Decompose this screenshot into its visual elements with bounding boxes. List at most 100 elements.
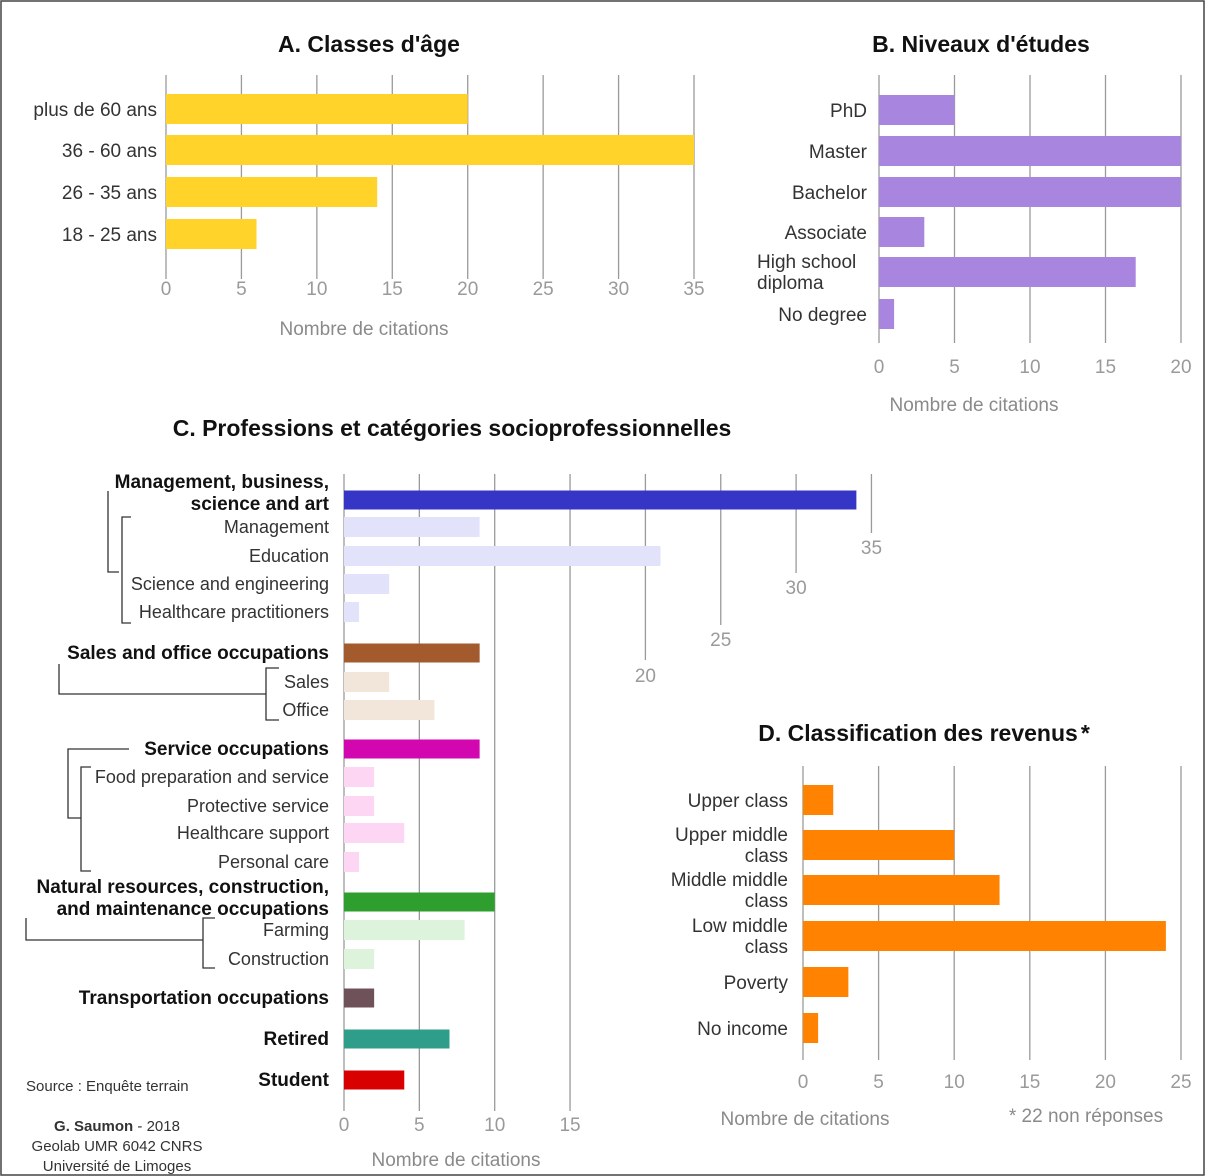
x-tick-label: 20 <box>635 666 656 687</box>
category-label: Management <box>224 517 329 537</box>
category-label: Bachelor <box>792 183 868 204</box>
bar-plus-de-60-ans <box>166 94 468 124</box>
bar-office <box>344 700 435 720</box>
category-label: Upper class <box>688 791 788 812</box>
x-tick-label: 5 <box>949 357 960 378</box>
x-tick-label: 20 <box>1170 357 1191 378</box>
tree-bracket-natural-outer <box>25 918 203 941</box>
category-label: Service occupations <box>144 739 329 760</box>
bar-healthcare-support <box>344 823 405 843</box>
x-tick-label: 25 <box>1170 1072 1191 1093</box>
bar-student <box>344 1070 405 1090</box>
x-tick-label: 35 <box>683 279 704 300</box>
tree-bracket-service-outer <box>67 748 129 819</box>
x-tick-label: 0 <box>798 1072 809 1093</box>
x-tick-label: 10 <box>484 1115 505 1136</box>
x-tick-label: 0 <box>161 279 172 300</box>
source-note: Source : Enquête terrain <box>26 1078 189 1095</box>
lab-credit: Geolab UMR 6042 CNRS <box>32 1138 203 1155</box>
category-label: Protective service <box>187 796 329 816</box>
category-tree <box>25 491 279 969</box>
category-label: Transportation occupations <box>79 988 329 1009</box>
author-year: - 2018 <box>133 1118 180 1135</box>
x-tick-label: 5 <box>873 1072 884 1093</box>
x-tick-label: 30 <box>786 578 807 599</box>
bar-36-60-ans <box>166 135 694 165</box>
category-label: Sales <box>284 672 329 692</box>
category-label: 18 - 25 ans <box>62 225 157 246</box>
category-label: Upper middle class <box>675 825 788 867</box>
bar-personal-care <box>344 852 360 872</box>
bar-management <box>344 517 480 537</box>
chart-title-age: A. Classes d'âge <box>278 31 460 57</box>
x-tick-label: 0 <box>339 1115 350 1136</box>
category-label: Food preparation and service <box>95 767 329 787</box>
x-tick-label: 15 <box>382 279 403 300</box>
non-response-note: * 22 non réponses <box>1009 1106 1163 1127</box>
category-label: Office <box>282 700 329 720</box>
bar-poverty <box>803 967 849 997</box>
bar-sales-and-office-occupations <box>344 643 480 663</box>
bar-protective-service <box>344 796 375 816</box>
category-label: Master <box>809 142 868 163</box>
bar-service-occupations <box>344 739 480 759</box>
credits: Source : Enquête terrain G. Saumon - 201… <box>26 1078 202 1175</box>
tree-bracket-sales-outer <box>58 664 266 695</box>
x-tick-label: 5 <box>414 1115 425 1136</box>
bar-food-preparation-and-service <box>344 767 375 787</box>
category-label: plus de 60 ans <box>33 100 157 121</box>
category-label: Healthcare support <box>177 823 329 843</box>
category-label: 36 - 60 ans <box>62 141 157 162</box>
category-label: No degree <box>778 305 867 326</box>
category-label: Student <box>258 1070 329 1091</box>
panel-education-levels: PhD Master Bachelor Associate High school dip… <box>757 31 1192 416</box>
bar-education <box>344 546 661 566</box>
bar-no-income <box>803 1013 819 1043</box>
bar-sales <box>344 672 390 692</box>
bar-transportation-occupations <box>344 988 375 1008</box>
bar-farming <box>344 920 465 940</box>
category-label: Poverty <box>724 973 789 994</box>
category-label: Retired <box>264 1029 329 1050</box>
category-label: Science and engineering <box>131 574 329 594</box>
tree-bracket-management-outer <box>107 491 119 573</box>
bar-natural-resources-construction-and-maintenance-occupations <box>344 892 495 912</box>
category-label: PhD <box>830 101 867 122</box>
bar-management-business-science-and-art <box>344 490 857 510</box>
x-tick-label: 20 <box>457 279 478 300</box>
bar-science-and-engineering <box>344 574 390 594</box>
tree-bracket-sales-inner <box>265 667 279 721</box>
x-tick-label: 10 <box>306 279 327 300</box>
bar-18-25-ans <box>166 219 257 249</box>
bar-26-35-ans <box>166 177 378 207</box>
x-tick-label: 30 <box>608 279 629 300</box>
category-label: Sales and office occupations <box>67 643 329 664</box>
author-name: G. Saumon <box>54 1118 133 1135</box>
x-tick-label: 20 <box>1095 1072 1116 1093</box>
tree-bracket-service-inner <box>80 766 91 872</box>
category-label: Natural resources, construction, and main… <box>37 877 329 920</box>
bar-master <box>879 136 1181 166</box>
x-tick-label: 25 <box>533 279 554 300</box>
category-label: Construction <box>228 949 329 969</box>
category-label: Middle middle class <box>671 870 788 912</box>
chart-title-education: B. Niveaux d'études <box>872 31 1090 57</box>
category-label: Management, business, science and art <box>115 472 330 515</box>
category-label: Personal care <box>218 852 329 872</box>
bar-associate <box>879 217 925 247</box>
x-tick-label: 25 <box>710 630 731 651</box>
x-tick-label: 15 <box>559 1115 580 1136</box>
x-tick-label: 5 <box>236 279 247 300</box>
bar-high-school-diploma <box>879 257 1136 287</box>
bar-retired <box>344 1029 450 1049</box>
bar-low-middle-class <box>803 921 1166 951</box>
tree-bracket-management-inner <box>121 516 131 624</box>
panel-professions: Management, business, science and artMana… <box>25 415 882 1171</box>
category-label: No income <box>697 1019 788 1040</box>
bar-bachelor <box>879 177 1181 207</box>
bar-no-degree <box>879 299 895 329</box>
x-axis-label-age: Nombre de citations <box>280 319 449 340</box>
